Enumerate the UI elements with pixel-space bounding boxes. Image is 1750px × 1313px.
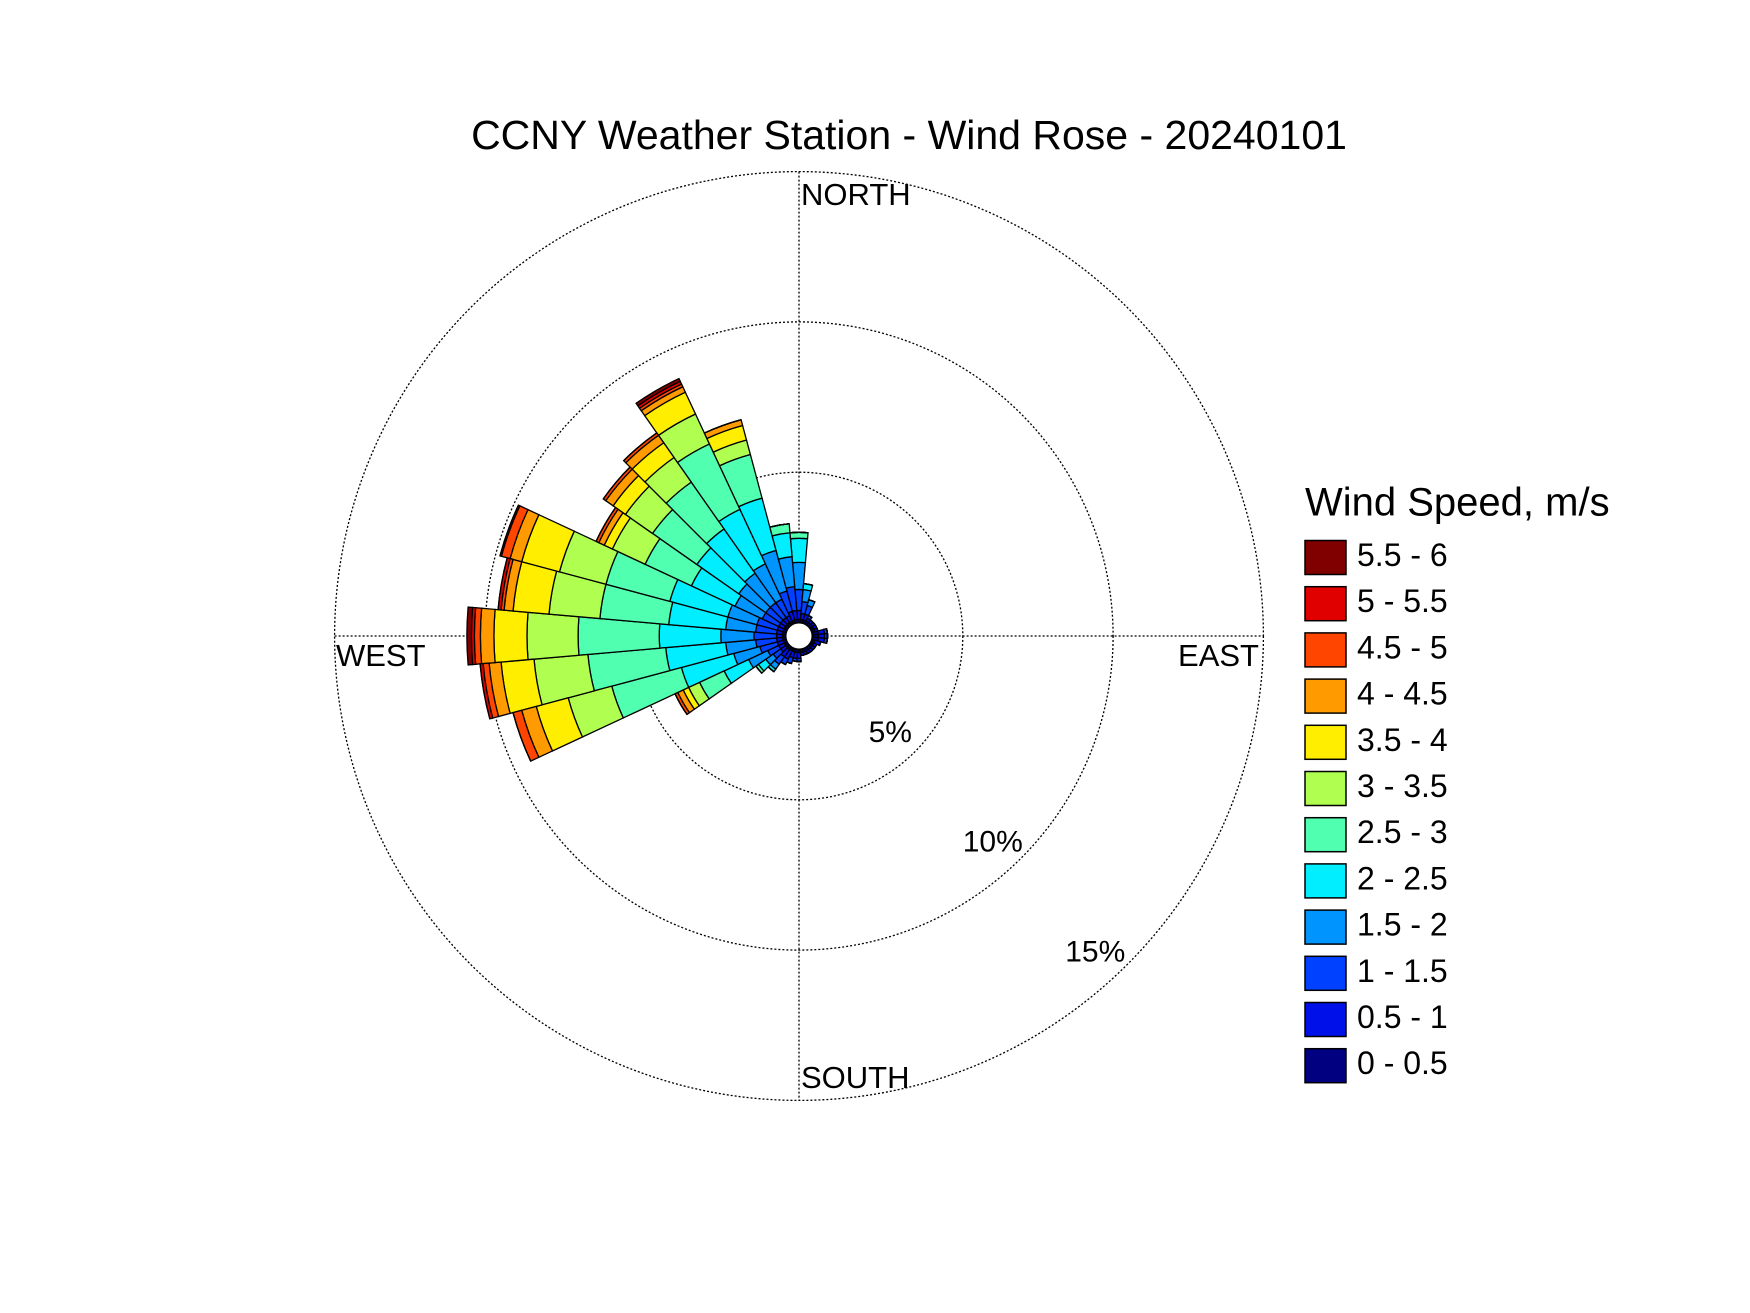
- legend-title: Wind Speed, m/s: [1305, 481, 1610, 525]
- r-tick-label: 15%: [1065, 936, 1125, 969]
- legend-swatch: [1304, 539, 1347, 576]
- legend-label: 0.5 - 1: [1357, 999, 1448, 1035]
- legend-swatch: [1304, 585, 1347, 622]
- wind-bar-segment: [623, 432, 658, 462]
- legend: 0 - 0.5 0.5 - 1 1 - 1.5 1.5 - 2 2 - 2.5 2.5 -…: [1304, 537, 1448, 1084]
- legend-label: 3.5 - 4: [1357, 722, 1448, 758]
- wind-bar-segment: [803, 582, 813, 586]
- wind-bar-segment: [825, 638, 829, 644]
- wind-bar-segment: [479, 607, 496, 665]
- wind-bar-segment: [808, 599, 816, 603]
- wind-bar-segment: [786, 661, 792, 665]
- legend-label: 2.5 - 3: [1357, 814, 1448, 850]
- grid-circle: [484, 321, 1114, 951]
- compass-label: EAST: [1178, 638, 1259, 673]
- wind-bar-segment: [789, 537, 809, 564]
- legend-label: 4.5 - 5: [1357, 629, 1448, 665]
- r-tick-label: 10%: [963, 826, 1023, 859]
- grid-circle: [634, 471, 964, 801]
- legend-label: 0 - 0.5: [1357, 1045, 1448, 1081]
- bars: [466, 377, 829, 762]
- wind-bar-segment: [755, 665, 763, 674]
- legend-swatch: [1304, 863, 1347, 899]
- wind-bar-segment: [800, 654, 805, 657]
- wind-bar-segment: [526, 611, 580, 661]
- r-tick-label: 5%: [869, 716, 912, 749]
- wind-bar-segment: [493, 608, 529, 664]
- grid-circle: [333, 170, 1265, 1102]
- legend-label: 1.5 - 2: [1357, 907, 1448, 943]
- legend-label: 1 - 1.5: [1357, 953, 1448, 989]
- legend-swatch: [1304, 1047, 1347, 1084]
- legend-label: 4 - 4.5: [1357, 676, 1448, 712]
- wind-bar-segment: [825, 628, 829, 634]
- legend-swatch: [1304, 1001, 1347, 1038]
- center-hole: [784, 621, 814, 651]
- legend-swatch: [1304, 955, 1347, 992]
- legend-label: 5 - 5.5: [1357, 583, 1448, 619]
- legend-swatch: [1304, 724, 1347, 761]
- wind-bar-segment: [635, 377, 682, 407]
- labels: 5% 10% 15%: [869, 716, 1126, 969]
- legend-label: 2 - 2.5: [1357, 860, 1448, 896]
- wind-bar-segment: [780, 661, 786, 666]
- compass-label: NORTH: [801, 177, 911, 212]
- wind-bar-segment: [479, 663, 491, 720]
- wind-bar-segment: [812, 621, 816, 626]
- compass-label: SOUTH: [801, 1060, 910, 1095]
- legend-swatch: [1304, 909, 1347, 945]
- legend-swatch: [1304, 770, 1347, 807]
- legend-swatch: [1304, 632, 1347, 668]
- wind-bar-segment: [792, 660, 797, 663]
- compass-label: WEST: [336, 638, 426, 673]
- legend-label: 5.5 - 6: [1357, 537, 1448, 573]
- legend-label: 3 - 3.5: [1357, 768, 1448, 804]
- legend-swatch: [1304, 678, 1347, 714]
- wind-bar-segment: [789, 531, 809, 540]
- legend-swatch: [1304, 816, 1347, 853]
- wind-bar-segment: [767, 666, 775, 673]
- wind-bar-segment: [466, 606, 474, 666]
- wind-bar-segment: [809, 649, 814, 653]
- wind-bar-segment: [497, 557, 508, 610]
- chart-title: CCNY Weather Station - Wind Rose - 20240…: [471, 112, 1347, 158]
- wind-bar-segment: [704, 419, 742, 434]
